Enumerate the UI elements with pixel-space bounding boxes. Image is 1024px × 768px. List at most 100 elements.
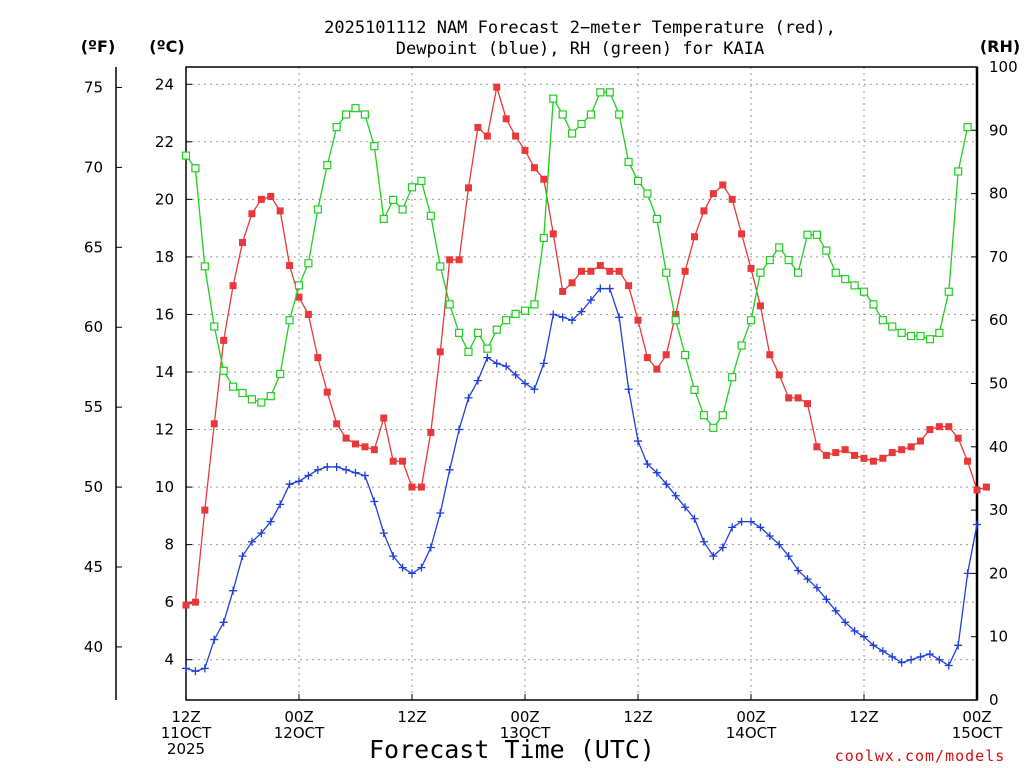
temperature-point	[568, 279, 576, 287]
temperature-point	[973, 486, 981, 494]
temperature-point	[446, 256, 454, 264]
rh-tick-label: 50	[989, 375, 1008, 393]
dewpoint-point	[935, 655, 944, 664]
dewpoint-point	[652, 468, 661, 477]
rh-tick-label: 30	[989, 501, 1008, 519]
dewpoint-point	[445, 465, 454, 474]
dewpoint-point	[897, 658, 906, 667]
dewpoint-point	[794, 566, 803, 575]
temperature-point	[333, 420, 341, 428]
temperature-point	[380, 414, 388, 422]
time-tick-label: 12Z	[849, 708, 878, 726]
rh-point	[728, 373, 737, 382]
dewpoint-point	[483, 353, 492, 362]
rh-point	[398, 205, 407, 214]
temperature-point	[408, 483, 416, 491]
dewpoint-point	[643, 460, 652, 469]
rh-point	[897, 328, 906, 337]
dewpoint-point	[426, 543, 435, 552]
dewpoint-point	[473, 376, 482, 385]
series-layer	[181, 83, 990, 676]
rh-point	[210, 322, 219, 331]
temperature-point	[352, 440, 359, 448]
series-temperature	[182, 83, 990, 609]
temperature-point	[257, 195, 265, 203]
celsius-tick-label: 18	[155, 248, 174, 266]
dewpoint-point	[370, 497, 379, 506]
temperature-point	[785, 394, 793, 402]
dewpoint-point	[332, 462, 341, 471]
dewpoint-point	[634, 437, 642, 446]
temperature-point	[549, 230, 557, 238]
temperature-point	[239, 239, 246, 247]
dewpoint-point	[408, 569, 416, 578]
dewpoint-point	[963, 569, 972, 578]
rh-point	[266, 392, 275, 401]
rh-point	[586, 110, 596, 119]
rh-point	[709, 423, 718, 432]
temperature-point	[210, 420, 218, 428]
rh-point	[228, 382, 238, 391]
rh-point	[925, 335, 935, 344]
celsius-unit-label: (ºC)	[149, 37, 184, 56]
dewpoint-point	[182, 664, 190, 673]
dewpoint-point	[718, 543, 727, 552]
temperature-point	[860, 454, 868, 462]
temperature-point	[474, 123, 482, 131]
rh-point	[276, 369, 285, 379]
temperature-point	[907, 443, 915, 451]
temperature-point	[465, 184, 472, 192]
dewpoint-point	[436, 508, 445, 517]
fahrenheit-tick-label: 70	[84, 158, 103, 176]
rh-point	[351, 104, 360, 113]
dewpoint-point	[728, 523, 737, 532]
dewpoint-point	[775, 540, 784, 549]
rh-point	[219, 366, 228, 375]
rh-point	[803, 230, 812, 239]
rh-point	[502, 316, 511, 325]
plot-frame	[185, 66, 978, 701]
rh-tick-label: 20	[989, 564, 1008, 582]
dewpoint-point	[699, 537, 708, 546]
rh-point	[445, 300, 454, 309]
dewpoint-point	[276, 500, 285, 509]
dewpoint-point	[398, 563, 407, 572]
temperature-point	[248, 210, 256, 218]
dewpoint-point	[511, 370, 520, 379]
rh-point	[181, 151, 191, 160]
temperature-point	[841, 446, 849, 454]
series-dewpoint	[182, 284, 981, 676]
rh-point	[257, 398, 266, 407]
dewpoint-point	[304, 471, 313, 480]
time-tick-label: 15OCT	[952, 724, 1003, 742]
dewpoint-point	[200, 664, 209, 673]
dewpoint-point	[803, 575, 812, 584]
rh-point	[567, 129, 577, 138]
rh-point	[784, 255, 793, 265]
dewpoint-point	[812, 583, 821, 592]
temperature-point	[719, 181, 727, 189]
dewpoint-point	[502, 362, 511, 371]
rh-point	[191, 164, 200, 173]
rh-point	[624, 157, 633, 167]
temperature-point	[672, 310, 680, 318]
rh-point	[313, 205, 322, 214]
dewpoint-point	[360, 471, 369, 480]
rh-point	[360, 110, 370, 119]
dewpoint-point	[973, 520, 981, 529]
rh-point	[407, 183, 417, 192]
temperature-point	[728, 195, 736, 203]
temperature-point	[370, 446, 378, 454]
temperature-point	[747, 264, 755, 272]
temperature-point	[926, 426, 934, 434]
temperature-point	[483, 132, 491, 140]
rh-point	[483, 344, 492, 353]
grid-layer	[186, 67, 977, 700]
temperature-point	[399, 457, 407, 465]
rh-point	[737, 341, 746, 350]
dewpoint-point	[916, 652, 925, 661]
dewpoint-point	[295, 477, 303, 486]
dewpoint-point	[229, 586, 238, 595]
temperature-point	[578, 267, 585, 275]
temperature-point	[493, 83, 501, 91]
